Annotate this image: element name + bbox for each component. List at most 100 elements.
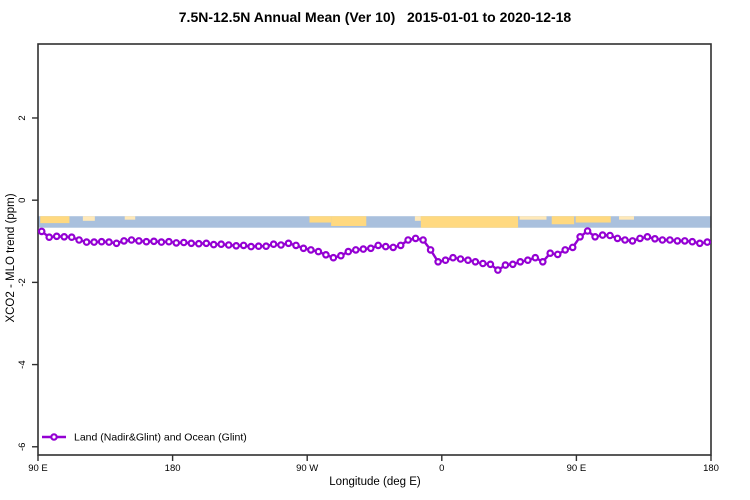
- data-point-marker: [329, 253, 338, 262]
- data-point-marker: [135, 237, 143, 245]
- data-point-marker: [434, 257, 442, 266]
- data-point-marker: [531, 253, 540, 262]
- data-point-marker: [396, 241, 405, 250]
- map-strip-land-segment: [414, 216, 421, 221]
- data-point-marker: [576, 233, 584, 241]
- data-point-marker: [97, 237, 106, 246]
- data-point-marker: [60, 233, 68, 241]
- y-tick-label: -6: [17, 443, 28, 451]
- map-strip-land-segment: [575, 216, 611, 223]
- map-strip-land-segment: [551, 216, 575, 225]
- data-point-marker: [464, 256, 472, 265]
- data-point-marker: [568, 243, 577, 252]
- plot-border: [37, 43, 712, 456]
- map-strip-land-segment: [331, 216, 367, 226]
- data-point-marker: [52, 232, 61, 241]
- data-point-marker: [449, 253, 457, 262]
- data-point-marker: [598, 231, 607, 239]
- x-tick-label: 90 W: [296, 463, 318, 474]
- x-axis-title: Longitude (deg E): [329, 476, 421, 488]
- data-point-marker: [172, 239, 181, 247]
- data-point-marker: [523, 256, 532, 265]
- data-point-marker: [688, 237, 697, 246]
- data-point-marker: [337, 251, 345, 260]
- data-point-marker: [165, 237, 173, 246]
- data-point-marker: [381, 242, 390, 251]
- x-tick-label: 0: [439, 463, 444, 474]
- data-point-marker: [217, 240, 226, 249]
- legend-marker-swatch: [50, 433, 58, 441]
- data-point-marker: [411, 234, 420, 243]
- data-point-marker: [75, 236, 83, 244]
- data-point-marker: [299, 244, 308, 253]
- data-point-marker: [553, 250, 562, 259]
- data-point-marker: [643, 233, 652, 241]
- data-point-marker: [127, 236, 136, 244]
- data-point-marker: [606, 231, 614, 240]
- map-strip-ocean: [38, 216, 711, 228]
- data-point-marker: [426, 246, 435, 254]
- data-point-marker: [456, 255, 465, 263]
- data-point-marker: [666, 236, 674, 244]
- data-point-marker: [112, 239, 121, 248]
- y-tick-label: 2: [17, 115, 28, 120]
- chart-title: 7.5N-12.5N Annual Mean (Ver 10) 2015-01-…: [178, 9, 572, 25]
- data-point-marker: [307, 246, 315, 254]
- data-point-marker: [501, 261, 510, 269]
- map-strip-land-segment: [40, 216, 70, 224]
- data-point-marker: [247, 242, 255, 251]
- data-point-marker: [441, 256, 450, 265]
- x-tick-label: 90 E: [567, 463, 587, 474]
- data-point-marker: [120, 237, 128, 245]
- data-point-marker: [90, 238, 98, 246]
- data-point-marker: [703, 238, 712, 246]
- y-tick-label: -4: [17, 360, 28, 368]
- legend-label: Land (Nadir&Glint) and Ocean (Glint): [74, 432, 247, 444]
- data-point-marker: [224, 241, 233, 249]
- y-tick-label: 0: [17, 198, 28, 203]
- data-point-marker: [516, 257, 525, 266]
- x-tick-label: 180: [703, 463, 719, 474]
- data-point-marker: [486, 260, 495, 269]
- data-point-marker: [494, 266, 502, 274]
- data-point-marker: [314, 247, 323, 256]
- data-point-marker: [37, 227, 46, 236]
- data-point-marker: [583, 227, 592, 235]
- data-point-marker: [239, 241, 248, 250]
- x-tick-label: 90 E: [28, 463, 48, 474]
- data-point-marker: [351, 246, 360, 254]
- data-point-marker: [180, 238, 188, 247]
- data-point-marker: [636, 234, 644, 243]
- data-point-marker: [202, 239, 211, 248]
- data-point-marker: [142, 237, 151, 246]
- data-point-marker: [187, 239, 196, 248]
- data-point-marker: [209, 240, 218, 249]
- data-point-marker: [322, 251, 330, 259]
- data-point-marker: [105, 238, 113, 246]
- data-point-marker: [546, 249, 555, 258]
- data-point-marker: [621, 236, 629, 244]
- data-point-marker: [67, 233, 76, 242]
- data-point-marker: [591, 233, 599, 241]
- data-point-marker: [150, 237, 158, 246]
- data-point-marker: [359, 245, 368, 253]
- data-point-marker: [157, 238, 166, 246]
- data-point-marker: [82, 238, 91, 246]
- map-strip-land-segment: [309, 216, 332, 223]
- data-point-marker: [284, 239, 293, 248]
- data-point-marker: [292, 241, 300, 250]
- data-point-marker: [262, 242, 270, 251]
- data-point-marker: [651, 235, 659, 243]
- data-point-marker: [538, 257, 547, 266]
- data-point-marker: [374, 241, 383, 250]
- x-tick-label: 180: [165, 463, 181, 474]
- data-point-marker: [366, 244, 375, 253]
- map-strip-land-segment: [420, 216, 519, 228]
- data-point-marker: [658, 236, 667, 244]
- data-point-marker: [561, 246, 570, 254]
- data-point-marker: [628, 237, 637, 245]
- data-point-marker: [508, 260, 517, 269]
- data-point-marker: [269, 240, 278, 249]
